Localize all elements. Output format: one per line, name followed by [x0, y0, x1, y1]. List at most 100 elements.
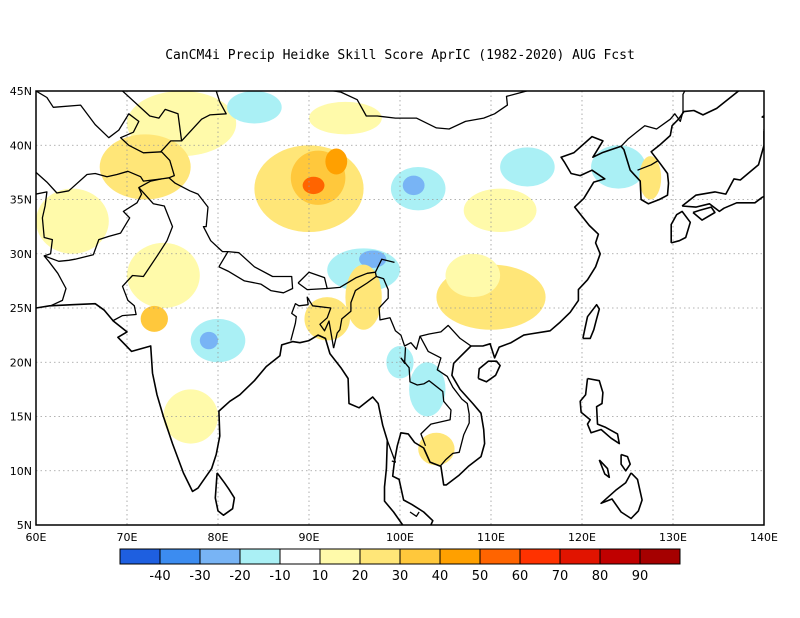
longitude-labels: 60E 70E 80E 90E 100E 110E 120E 130E 140E	[26, 531, 778, 544]
colorbar-box-7	[399, 548, 441, 565]
skill-patch-10	[402, 175, 425, 196]
lat-label: 10N	[10, 465, 32, 478]
country-border	[168, 177, 228, 253]
country-border	[122, 91, 183, 153]
coastline	[579, 377, 621, 445]
lat-label: 25N	[10, 302, 32, 315]
skill-patch-7	[309, 101, 382, 135]
colorbar-label: 80	[592, 569, 609, 584]
colorbar-box-3	[239, 548, 281, 565]
lon-label: 90E	[299, 531, 320, 544]
country-border	[400, 357, 452, 447]
coastline	[598, 459, 611, 479]
colorbar-labels: -40 -30 -20 -10 10 20 30 40 50 60 70 80 90	[149, 569, 648, 584]
skill-patch-26	[409, 362, 446, 417]
colorbar-box-12	[599, 548, 641, 565]
country-border	[43, 255, 67, 307]
country-border	[218, 250, 294, 294]
colorbar-box-11	[559, 548, 601, 565]
lon-label: 110E	[477, 531, 505, 544]
colorbar-label: 50	[472, 569, 489, 584]
country-borders	[36, 91, 686, 517]
colorbar-label: 90	[632, 569, 649, 584]
coastline	[582, 303, 601, 340]
country-border	[409, 511, 420, 517]
colorbar-box-13	[639, 548, 681, 565]
colorbar-label: -30	[189, 569, 210, 584]
country-border	[327, 271, 377, 349]
colorbar-box-9	[479, 548, 521, 565]
latitude-labels: 5N 10N 15N 20N 25N 30N 35N 40N 45N	[10, 85, 32, 532]
colorbar-label: 20	[352, 569, 369, 584]
country-border	[285, 91, 530, 130]
lat-label: 40N	[10, 139, 32, 152]
lon-label: 100E	[386, 531, 414, 544]
colorbar-box-5	[319, 548, 361, 565]
colorbar-label: -10	[269, 569, 290, 584]
colorbar-box-2	[199, 548, 241, 565]
colorbar-label: 70	[552, 569, 569, 584]
country-border	[290, 296, 335, 349]
country-border	[620, 91, 686, 147]
skill-patch-1	[99, 134, 191, 200]
skill-patch-6	[325, 148, 348, 175]
skill-patch-13	[345, 264, 382, 330]
lat-label: 15N	[10, 411, 32, 424]
country-border	[297, 271, 328, 291]
colorbar-box-1	[159, 548, 201, 565]
skill-patch-24	[591, 145, 646, 189]
colorbar-label: 10	[312, 569, 329, 584]
skill-patch-5	[302, 176, 325, 195]
lon-label: 140E	[750, 531, 778, 544]
coastline	[681, 130, 764, 213]
country-border	[36, 170, 162, 194]
coastline	[36, 302, 404, 525]
country-border	[181, 91, 227, 142]
colorbar-label: 30	[392, 569, 409, 584]
country-border	[386, 440, 397, 463]
lat-label: 20N	[10, 356, 32, 369]
colorbar-box-4	[279, 548, 321, 565]
skill-patch-15	[126, 242, 200, 308]
lat-label: 45N	[10, 85, 32, 98]
lat-label: 35N	[10, 194, 32, 207]
graticule	[36, 91, 764, 525]
colorbar-box-8	[439, 548, 481, 565]
skill-patch-17	[190, 318, 246, 363]
lon-label: 120E	[568, 531, 596, 544]
skill-patch-19	[163, 389, 218, 444]
coastline	[600, 472, 643, 520]
colorbar-box-0	[119, 548, 161, 565]
skill-patch-25	[639, 156, 662, 200]
skill-patch-22	[463, 188, 537, 233]
skill-patch-23	[500, 147, 555, 187]
country-border	[637, 159, 659, 171]
coastline	[620, 453, 631, 472]
coastline	[214, 472, 236, 516]
lon-label: 60E	[26, 531, 47, 544]
coastlines	[36, 91, 764, 525]
country-border	[374, 258, 395, 273]
colorbar-label: 40	[432, 569, 449, 584]
coastline	[761, 114, 764, 131]
country-border	[285, 91, 286, 92]
colorbar-label: -20	[229, 569, 250, 584]
coastline	[391, 91, 739, 525]
lon-label: 80E	[208, 531, 229, 544]
skill-patch-2	[36, 188, 109, 254]
colorbar-label: -40	[149, 569, 170, 584]
colorbar-box-6	[359, 548, 401, 565]
coastline	[692, 206, 716, 221]
country-border	[376, 275, 472, 350]
coastline	[670, 210, 692, 244]
country-border	[419, 335, 470, 467]
lon-label: 130E	[659, 531, 687, 544]
coastline	[477, 360, 501, 383]
skill-patch-8	[227, 91, 282, 124]
map-frame	[35, 90, 765, 526]
skill-patch-18	[199, 331, 218, 350]
lat-label: 5N	[17, 519, 32, 532]
lon-label: 70E	[117, 531, 138, 544]
country-border	[112, 187, 174, 322]
